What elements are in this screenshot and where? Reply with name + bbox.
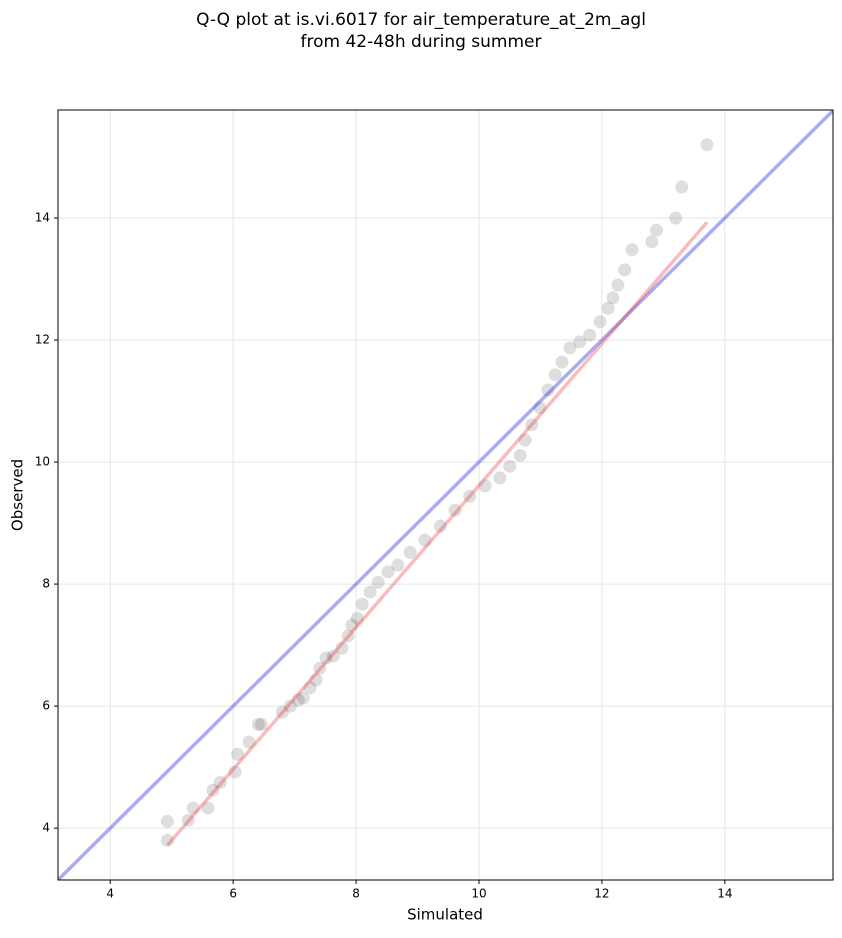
point [228, 765, 242, 779]
point [309, 673, 323, 687]
point [525, 418, 539, 432]
point [675, 180, 689, 194]
point [230, 747, 244, 761]
x-tick-label: 4 [106, 887, 114, 901]
point [345, 618, 359, 632]
point [206, 783, 220, 797]
point [303, 681, 317, 695]
chart-subtitle: from 42-48h during summer [301, 32, 542, 52]
point [478, 479, 492, 493]
point [254, 717, 268, 731]
y-tick-label: 8 [42, 577, 50, 591]
point [371, 575, 385, 589]
point [275, 705, 289, 719]
point [583, 328, 597, 342]
point [391, 558, 405, 572]
point [291, 693, 305, 707]
point [533, 401, 547, 415]
point [593, 315, 607, 329]
point [503, 459, 517, 473]
point [160, 814, 174, 828]
point [548, 368, 562, 382]
point [335, 641, 349, 655]
point [363, 585, 377, 599]
x-tick-label: 8 [352, 887, 360, 901]
point [541, 383, 555, 397]
y-tick-label: 14 [35, 210, 50, 224]
point [601, 301, 615, 315]
point [513, 448, 527, 462]
point [433, 519, 447, 533]
chart-title: Q-Q plot at is.vi.6017 for air_temperatu… [196, 10, 646, 30]
plot-area [58, 110, 833, 880]
y-tick-label: 4 [42, 821, 50, 835]
x-tick-label: 6 [229, 887, 237, 901]
point [611, 278, 625, 292]
point [563, 341, 577, 355]
point [448, 503, 462, 517]
x-tick-label: 14 [717, 887, 732, 901]
point [326, 649, 340, 663]
point [418, 533, 432, 547]
point [350, 611, 364, 625]
point [463, 489, 477, 503]
point [650, 223, 664, 237]
point [242, 735, 256, 749]
point [618, 263, 632, 277]
x-axis-label: Simulated [407, 906, 483, 924]
point [403, 545, 417, 559]
y-axis-label: Observed [9, 459, 27, 531]
y-tick-label: 12 [35, 333, 50, 347]
point [669, 211, 683, 225]
point [518, 433, 532, 447]
point [700, 138, 714, 152]
point [186, 801, 200, 815]
y-tick-label: 10 [35, 455, 50, 469]
fit-line [166, 221, 709, 847]
point [381, 565, 395, 579]
plot-frame [57, 109, 834, 881]
x-tick-label: 12 [594, 887, 609, 901]
point [283, 699, 297, 713]
point [313, 661, 327, 675]
point [201, 801, 215, 815]
point [181, 813, 195, 827]
point [341, 629, 355, 643]
point [251, 717, 265, 731]
point [625, 243, 639, 257]
x-tick-label: 10 [471, 887, 486, 901]
point [160, 833, 174, 847]
point [296, 691, 310, 705]
point [355, 597, 369, 611]
point [573, 335, 587, 349]
point [645, 235, 659, 249]
point [319, 651, 333, 665]
point [555, 355, 569, 369]
point [606, 291, 620, 305]
point [493, 471, 507, 485]
point [213, 775, 227, 789]
fit-line [58, 110, 833, 880]
y-tick-label: 6 [42, 699, 50, 713]
